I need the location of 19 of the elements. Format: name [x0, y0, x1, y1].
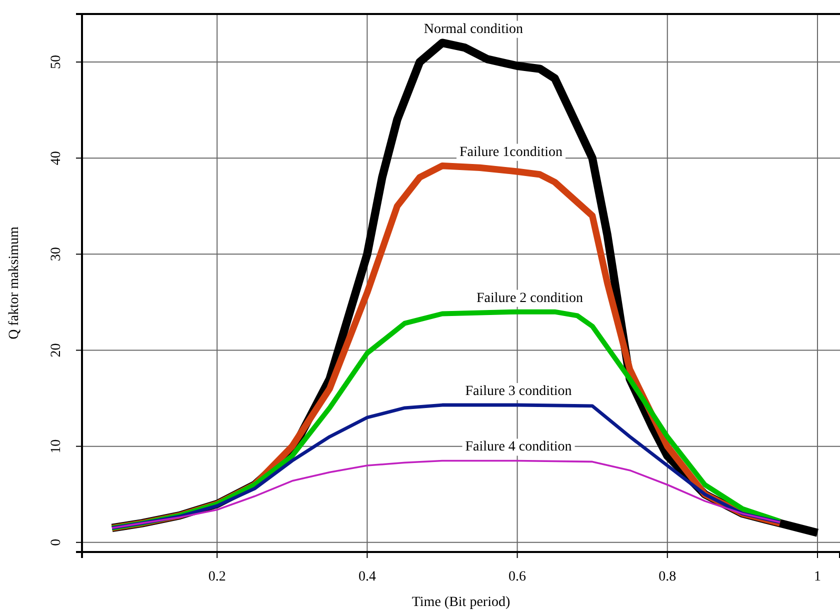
y-tick-label: 0: [49, 538, 64, 546]
y-tick-label: 40: [49, 151, 64, 166]
x-tick-label: 0.2: [208, 570, 226, 585]
line-series: [111, 460, 781, 529]
x-tick-label: 1: [814, 570, 821, 585]
x-tick-label: 0.4: [358, 570, 376, 585]
y-tick-label: 20: [49, 343, 64, 358]
y-tick-label: 30: [49, 247, 64, 262]
series-label: Failure 4 condition: [465, 440, 572, 455]
x-tick-label: 0.8: [658, 570, 676, 585]
series-label: Failure 2 condition: [476, 290, 584, 306]
y-tick-label: 50: [49, 55, 64, 70]
series-label: Failure 1condition: [459, 144, 563, 160]
y-tick-label: 10: [49, 439, 64, 454]
x-tick-label: 0.6: [508, 570, 526, 585]
series-label: Failure 3 condition: [465, 384, 572, 400]
series-label: Normal condition: [424, 22, 524, 37]
x-axis-title: Time (Bit period): [412, 595, 510, 610]
y-axis-title: Q faktor maksimum: [7, 226, 22, 340]
